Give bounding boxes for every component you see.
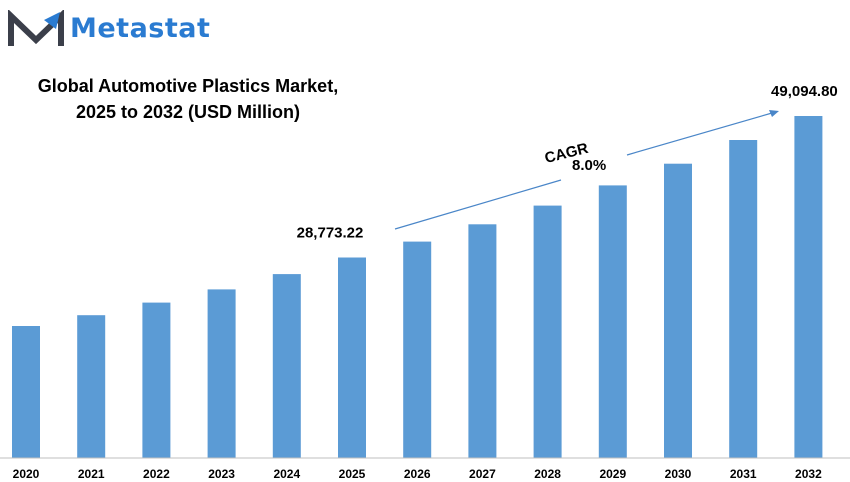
chart-title-line-2: 2025 to 2032 (USD Million) xyxy=(75,102,301,122)
x-tick-2028: 2028 xyxy=(534,467,561,481)
bar-2028 xyxy=(533,205,562,458)
bar-2029 xyxy=(598,185,627,458)
x-tick-2025: 2025 xyxy=(339,467,366,481)
value-label-2032: 49,094.80 xyxy=(771,83,838,100)
cagr-arrow xyxy=(394,110,779,230)
bar-2031 xyxy=(729,140,758,458)
x-tick-2026: 2026 xyxy=(404,467,431,481)
cagr-arrow-segment-2 xyxy=(626,112,773,156)
x-tick-2029: 2029 xyxy=(599,467,626,481)
x-tick-2031: 2031 xyxy=(730,467,757,481)
cagr-arrow-segment-1 xyxy=(394,179,562,230)
chart-title: Global Automotive Plastics Market, 2025 … xyxy=(18,73,358,125)
bar-2022 xyxy=(142,302,171,458)
bar-2023 xyxy=(207,289,236,458)
x-tick-2032: 2032 xyxy=(795,467,822,481)
bar-2020 xyxy=(12,326,40,458)
value-label-2025: 28,773.22 xyxy=(297,225,364,242)
bar-2030 xyxy=(664,163,692,458)
bar-2025 xyxy=(338,257,366,458)
metastat-logo: Metastat xyxy=(8,10,210,48)
x-tick-2021: 2021 xyxy=(78,467,105,481)
brand-name: Metastat xyxy=(70,13,211,44)
metastat-logo-icon xyxy=(8,10,64,46)
chart-title-line-1: Global Automotive Plastics Market, xyxy=(37,76,339,96)
cagr-arrow-head xyxy=(769,110,779,117)
bar-2032 xyxy=(794,116,823,458)
bar-2026 xyxy=(403,241,432,458)
cagr-value: 8.0% xyxy=(572,157,606,174)
bar-2021 xyxy=(77,315,106,458)
x-tick-2020: 2020 xyxy=(13,467,40,481)
bar-2027 xyxy=(468,224,497,458)
x-tick-2022: 2022 xyxy=(143,467,170,481)
x-tick-2030: 2030 xyxy=(665,467,692,481)
x-tick-2024: 2024 xyxy=(273,467,300,481)
x-tick-2027: 2027 xyxy=(469,467,496,481)
x-tick-labels: 2020 2021 2022 2023 2024 2025 2026 2027 2028 2029… xyxy=(13,467,822,481)
bar-2024 xyxy=(272,274,301,458)
value-annotations: 28,773.22 49,094.80 xyxy=(297,83,838,242)
bar-group xyxy=(12,116,823,458)
x-tick-2023: 2023 xyxy=(208,467,235,481)
